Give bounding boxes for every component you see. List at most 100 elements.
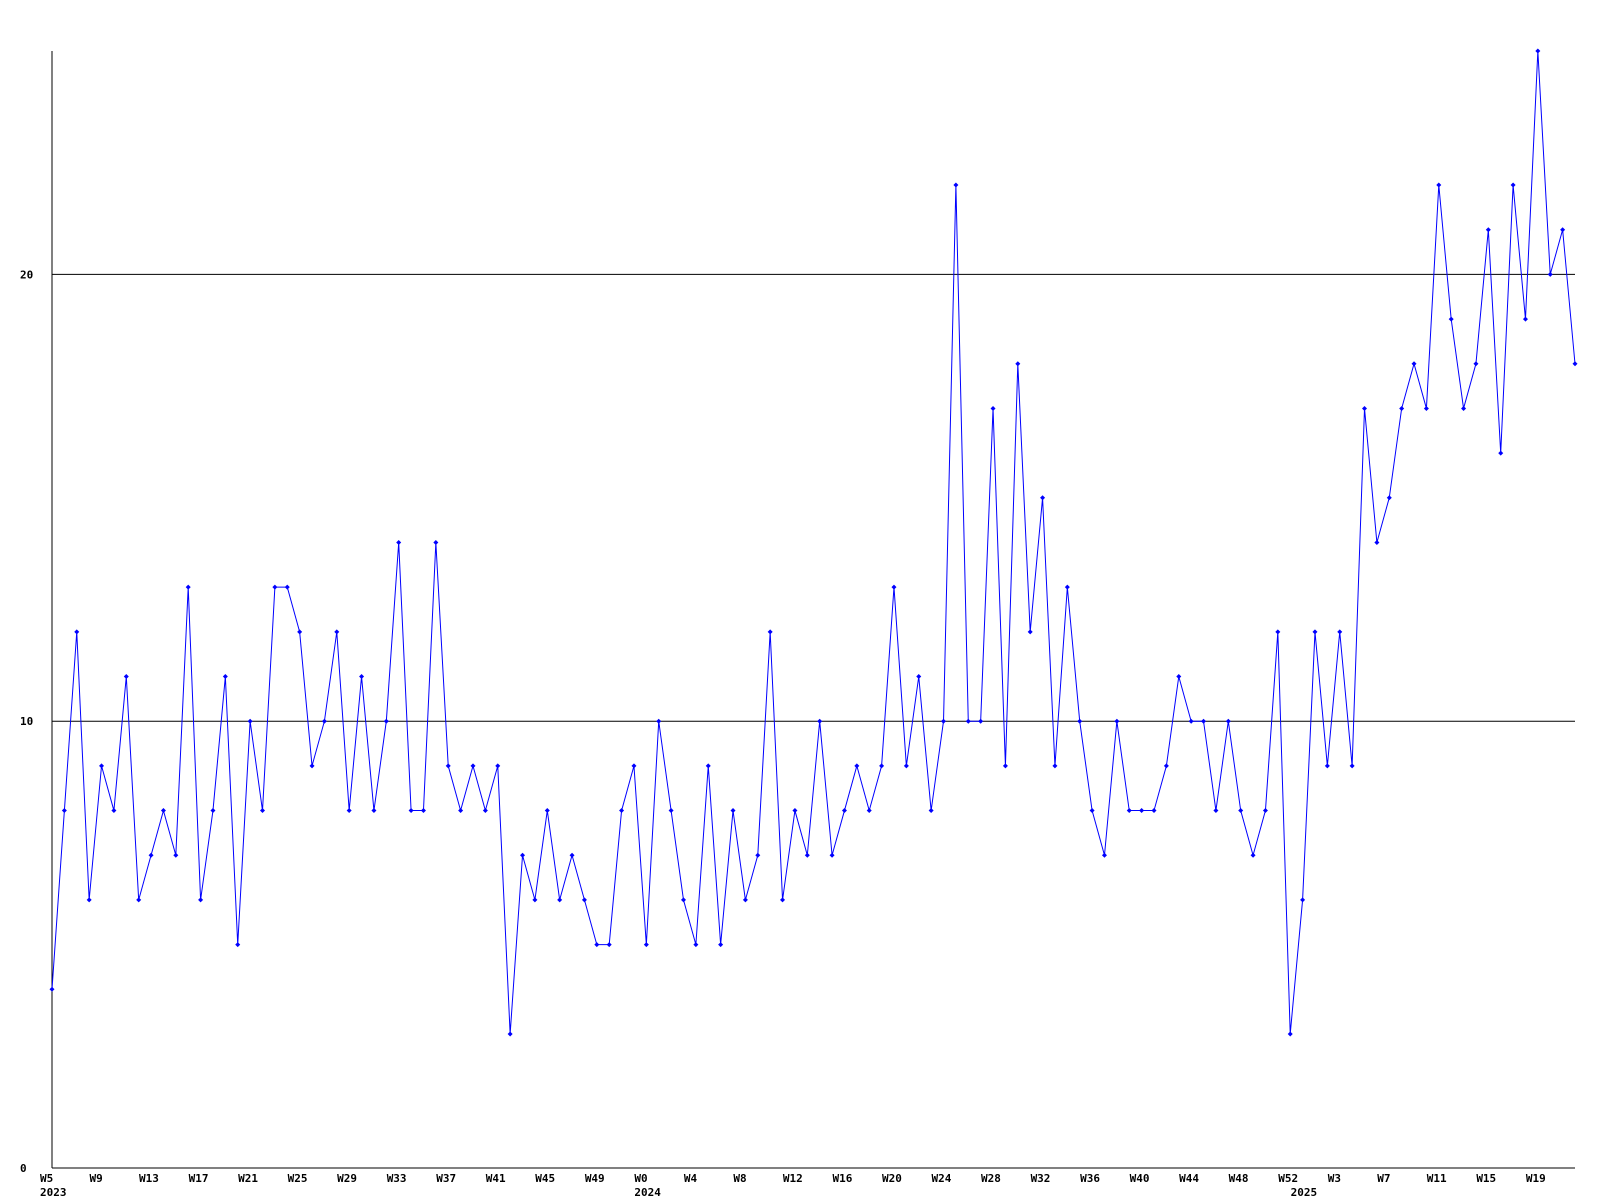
data-point — [557, 897, 563, 903]
data-point — [1572, 361, 1578, 367]
data-point — [581, 897, 587, 903]
data-point — [619, 808, 625, 814]
data-point — [1213, 808, 1219, 814]
data-point — [1436, 182, 1442, 188]
x-tick-label: W17 — [189, 1172, 209, 1185]
data-point — [284, 584, 290, 590]
data-point — [86, 897, 92, 903]
data-point — [222, 674, 228, 680]
data-point — [247, 718, 253, 724]
x-tick-label: W4 — [684, 1172, 698, 1185]
data-point — [1002, 763, 1008, 769]
data-point — [1139, 808, 1145, 814]
x-tick-label: W5 — [40, 1172, 53, 1185]
data-point — [978, 718, 984, 724]
data-point — [668, 808, 674, 814]
x-tick-label: W33 — [387, 1172, 407, 1185]
data-point — [742, 897, 748, 903]
data-point — [61, 808, 67, 814]
data-point — [1225, 718, 1231, 724]
data-point — [1312, 629, 1318, 635]
data-point — [297, 629, 303, 635]
data-point — [520, 852, 526, 858]
data-point — [371, 808, 377, 814]
x-tick-label: W49 — [585, 1172, 605, 1185]
data-point — [123, 674, 129, 680]
y-tick-label: 20 — [20, 268, 33, 281]
data-point — [1027, 629, 1033, 635]
data-point — [928, 808, 934, 814]
data-point — [804, 852, 810, 858]
data-point — [160, 808, 166, 814]
data-point — [1052, 763, 1058, 769]
data-point — [1349, 763, 1355, 769]
x-tick-label: W12 — [783, 1172, 803, 1185]
data-point — [569, 852, 575, 858]
data-point — [1337, 629, 1343, 635]
data-point — [680, 897, 686, 903]
data-point — [594, 942, 600, 948]
x-tick-label: W40 — [1130, 1172, 1150, 1185]
data-point — [941, 718, 947, 724]
data-point — [767, 629, 773, 635]
data-point — [1374, 539, 1380, 545]
data-point — [1300, 897, 1306, 903]
x-year-label: 2023 — [40, 1186, 67, 1199]
data-point — [643, 942, 649, 948]
x-tick-label: W37 — [436, 1172, 456, 1185]
data-point — [210, 808, 216, 814]
x-tick-label: W16 — [832, 1172, 852, 1185]
data-point — [1461, 405, 1467, 411]
data-point — [1411, 361, 1417, 367]
x-tick-label: W41 — [486, 1172, 506, 1185]
data-point — [408, 808, 414, 814]
data-point — [433, 539, 439, 545]
data-point — [891, 584, 897, 590]
data-point — [1250, 852, 1256, 858]
x-tick-label: W20 — [882, 1172, 902, 1185]
data-point — [420, 808, 426, 814]
x-tick-label: W13 — [139, 1172, 159, 1185]
x-tick-label: W24 — [932, 1172, 952, 1185]
data-point — [1535, 48, 1541, 54]
data-point — [1126, 808, 1132, 814]
data-point — [1201, 718, 1207, 724]
x-tick-label: W28 — [981, 1172, 1001, 1185]
data-point — [1064, 584, 1070, 590]
x-tick-label: W8 — [733, 1172, 746, 1185]
data-point — [359, 674, 365, 680]
data-point — [1101, 852, 1107, 858]
data-point — [111, 808, 117, 814]
data-point — [185, 584, 191, 590]
data-point — [148, 852, 154, 858]
data-point — [606, 942, 612, 948]
data-point — [1275, 629, 1281, 635]
data-point — [1176, 674, 1182, 680]
data-point — [1473, 361, 1479, 367]
x-tick-label: W29 — [337, 1172, 357, 1185]
data-point — [470, 763, 476, 769]
data-point — [829, 852, 835, 858]
data-point — [1040, 495, 1046, 501]
y-tick-label: 0 — [20, 1162, 27, 1175]
data-point — [631, 763, 637, 769]
data-point — [99, 763, 105, 769]
x-tick-label: W3 — [1328, 1172, 1341, 1185]
data-point — [916, 674, 922, 680]
data-point — [507, 1031, 513, 1037]
data-point — [458, 808, 464, 814]
data-point — [49, 986, 55, 992]
data-point — [879, 763, 885, 769]
data-point — [173, 852, 179, 858]
data-point — [532, 897, 538, 903]
x-tick-label: W48 — [1229, 1172, 1249, 1185]
data-point — [1114, 718, 1120, 724]
data-point — [136, 897, 142, 903]
data-point — [1089, 808, 1095, 814]
x-tick-label: W52 — [1278, 1172, 1298, 1185]
data-point — [1362, 405, 1368, 411]
data-point — [755, 852, 761, 858]
data-point — [482, 808, 488, 814]
data-point — [990, 405, 996, 411]
